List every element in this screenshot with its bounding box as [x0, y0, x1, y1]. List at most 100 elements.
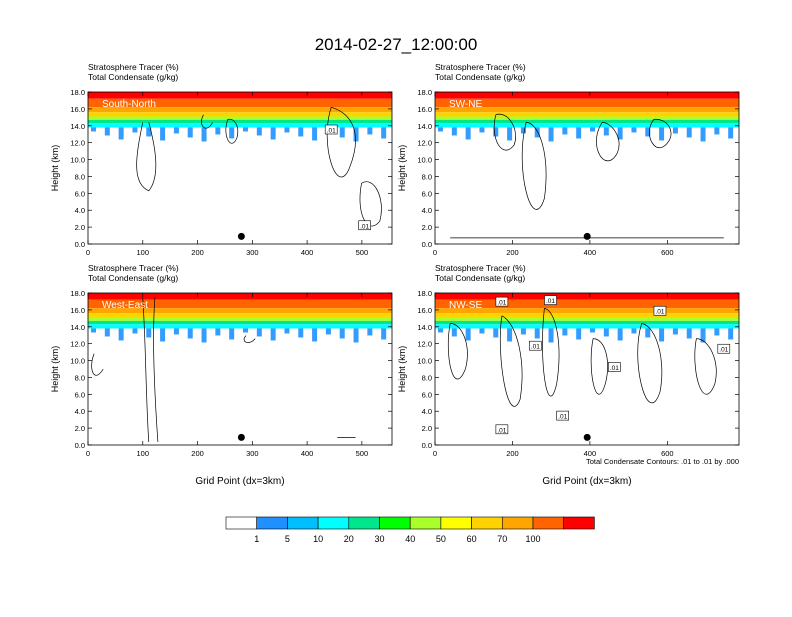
y-tick-label: 10.0 [70, 156, 85, 165]
y-tick-label: 0.0 [75, 441, 85, 450]
y-tick-label: 12.0 [70, 139, 85, 148]
y-tick-label: 2.0 [422, 223, 432, 232]
tracer-intrusion [520, 328, 526, 335]
x-tick-label: 0 [86, 449, 90, 458]
colorbar-box [440, 516, 472, 530]
contour-label-box [495, 424, 509, 435]
tracer-intrusion [91, 127, 96, 132]
tracer-intrusion [438, 328, 443, 333]
panel-region-label: SW-NE [449, 99, 482, 110]
colorbar-label: 100 [525, 534, 540, 544]
tracer-intrusion [270, 328, 276, 341]
tracer-intrusion [479, 328, 485, 334]
tracer-intrusion [104, 127, 110, 136]
tracer-intrusion [507, 127, 513, 141]
tracer-band [88, 116, 392, 120]
contour-label-box [717, 343, 731, 354]
contour-label-box [495, 296, 509, 307]
tracer-intrusion [451, 328, 457, 337]
contour-label-box [529, 340, 542, 351]
y-tick-label: 4.0 [75, 206, 85, 215]
colorbar-box [348, 516, 380, 530]
colorbar-label: 40 [405, 534, 415, 544]
tracer-intrusion [104, 328, 110, 337]
contour-label-box [544, 295, 557, 305]
tracer-intrusion [603, 328, 609, 337]
tracer-intrusion [146, 328, 152, 338]
tracer-intrusion [465, 127, 471, 140]
y-tick-label: 4.0 [75, 407, 85, 416]
colorbar-box [256, 516, 288, 530]
y-tick-label: 8.0 [75, 373, 85, 382]
contour-label: .01 [546, 298, 555, 305]
tracer-intrusion [631, 127, 637, 133]
panel-nw-se: Stratosphere Tracer (%)Total Condensate … [397, 263, 740, 487]
panel-title-tracer: Stratosphere Tracer (%) [88, 62, 179, 72]
condensate-contour [326, 106, 356, 178]
panel-title-condensate: Total Condensate (g/kg) [435, 72, 525, 82]
tracer-intrusion [367, 328, 373, 336]
x-axis-label: Grid Point (dx=3km) [542, 476, 631, 487]
condensate-contour [91, 353, 104, 376]
tracer-band [435, 299, 739, 309]
tracer-intrusion [284, 127, 290, 133]
tracer-intrusion [714, 127, 720, 135]
tracer-intrusion [672, 127, 678, 134]
colorbar-box [501, 516, 534, 530]
tracer-intrusion [339, 328, 345, 339]
tracer-intrusion [201, 328, 207, 343]
panel-title-tracer: Stratosphere Tracer (%) [88, 263, 179, 273]
colorbar-box [225, 516, 258, 530]
tracer-intrusion [132, 127, 138, 133]
y-tick-label: 0.0 [75, 240, 85, 249]
y-tick-label: 14.0 [70, 122, 85, 131]
tracer-intrusion [562, 328, 568, 336]
y-tick-label: 6.0 [422, 390, 432, 399]
panel-region-label: South-North [102, 99, 156, 110]
tracer-band [88, 123, 392, 128]
panel-frame [87, 292, 393, 446]
tracer-band [88, 317, 392, 321]
tracer-intrusion [507, 328, 513, 342]
y-tick-label: 18.0 [70, 289, 85, 298]
panel-title-condensate: Total Condensate (g/kg) [435, 273, 525, 283]
contour-label-box [608, 362, 621, 372]
tracer-intrusion [631, 328, 637, 334]
y-tick-label: 0.0 [422, 441, 432, 450]
tracer-intrusion [438, 127, 443, 132]
contour-label: .01 [655, 309, 664, 316]
x-tick-label: 200 [506, 248, 519, 257]
tracer-intrusion [493, 328, 499, 338]
contour-label: .01 [497, 427, 506, 434]
tracer-intrusion [381, 328, 387, 340]
panel-title-condensate: Total Condensate (g/kg) [88, 273, 178, 283]
location-marker [583, 433, 591, 441]
y-tick-label: 10.0 [417, 156, 432, 165]
tracer-band [435, 320, 739, 325]
condensate-contour [542, 307, 560, 397]
tracer-intrusion [243, 127, 248, 132]
colorbar-box [532, 516, 565, 530]
tracer-band [435, 308, 739, 314]
panel-frame [87, 91, 393, 245]
panels: Stratosphere Tracer (%)Total Condensate … [50, 62, 740, 487]
tracer-band [435, 112, 739, 117]
panel-sw-ne: Stratosphere Tracer (%)Total Condensate … [397, 62, 740, 257]
y-tick-label: 12.0 [70, 340, 85, 349]
contour-label: .01 [719, 347, 728, 354]
tracer-band [435, 98, 739, 108]
tracer-intrusion [160, 127, 166, 141]
y-tick-label: 6.0 [422, 189, 432, 198]
x-tick-label: 400 [301, 248, 314, 257]
tracer-intrusion [700, 127, 706, 142]
colorbar-label: 70 [497, 534, 507, 544]
tracer-intrusion [493, 127, 499, 137]
tracer-intrusion [700, 328, 706, 343]
tracer-intrusion [173, 328, 179, 335]
tracer-band [88, 313, 392, 318]
tracer-intrusion [146, 127, 152, 137]
x-tick-label: 0 [86, 248, 90, 257]
x-tick-label: 600 [661, 248, 674, 257]
tracer-intrusion [645, 127, 651, 137]
tracer-intrusion [187, 127, 193, 138]
